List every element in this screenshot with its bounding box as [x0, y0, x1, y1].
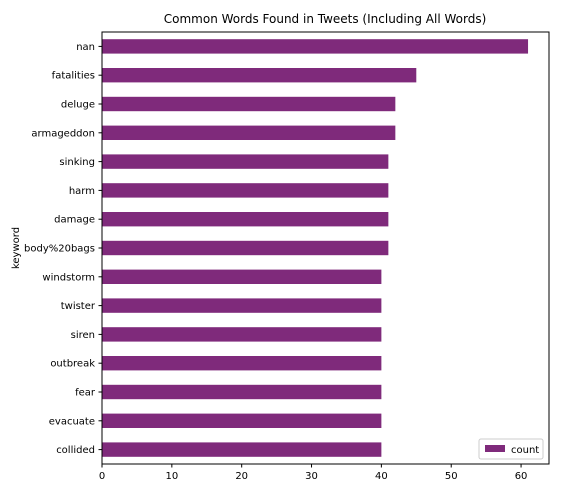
- x-tick-label: 50: [445, 471, 458, 482]
- bar-deluge: [102, 96, 396, 112]
- y-tick-label: nan: [76, 42, 95, 53]
- bar-armageddon: [102, 125, 396, 140]
- y-tick-label: siren: [71, 330, 95, 341]
- bar-body%20bags: [102, 240, 389, 256]
- legend: count: [478, 438, 544, 460]
- y-tick-label: armageddon: [31, 128, 95, 139]
- bar-nan: [102, 39, 529, 54]
- y-tick-label: twister: [61, 301, 96, 312]
- y-axis-label: keyword: [11, 227, 22, 269]
- y-tick-label: damage: [54, 215, 95, 226]
- y-tick-label: fear: [75, 388, 96, 399]
- x-tick-label: 60: [515, 471, 528, 482]
- y-tick-label: deluge: [61, 100, 95, 111]
- x-ticks-group: 0 10 20 30 40 50 60: [99, 464, 528, 482]
- bar-fatalities: [102, 68, 417, 83]
- y-tick-label: evacuate: [49, 416, 95, 427]
- bar-twister: [102, 298, 382, 313]
- chart-title: Common Words Found in Tweets (Including …: [164, 12, 487, 26]
- bars-group: [102, 39, 529, 457]
- plot-frame: [101, 31, 550, 465]
- bar-evacuate: [102, 413, 382, 428]
- x-tick-label: 20: [235, 471, 248, 482]
- y-ticks-group: nan fatalities deluge armageddon sinking harm…: [24, 42, 102, 456]
- x-tick-label: 40: [375, 471, 388, 482]
- y-tick-label: outbreak: [50, 359, 95, 370]
- y-tick-label: fatalities: [52, 71, 95, 82]
- y-tick-label: collided: [56, 445, 95, 456]
- bar-windstorm: [102, 269, 382, 284]
- bar-collided: [102, 442, 382, 457]
- bar-damage: [102, 212, 389, 227]
- x-tick-label: 10: [165, 471, 178, 482]
- y-tick-label: windstorm: [42, 272, 95, 283]
- bar-sinking: [102, 154, 389, 169]
- y-tick-label: sinking: [59, 157, 95, 168]
- legend-box: [478, 438, 544, 460]
- y-tick-label: body%20bags: [24, 244, 95, 255]
- bar-harm: [102, 183, 389, 198]
- y-tick-label: harm: [69, 186, 95, 197]
- x-tick-label: 30: [305, 471, 318, 482]
- x-tick-label: 0: [99, 471, 105, 482]
- legend-swatch: [485, 445, 505, 452]
- bar-fear: [102, 384, 382, 400]
- legend-label: count: [511, 445, 539, 456]
- bar-siren: [102, 327, 382, 342]
- bar-outbreak: [102, 356, 382, 371]
